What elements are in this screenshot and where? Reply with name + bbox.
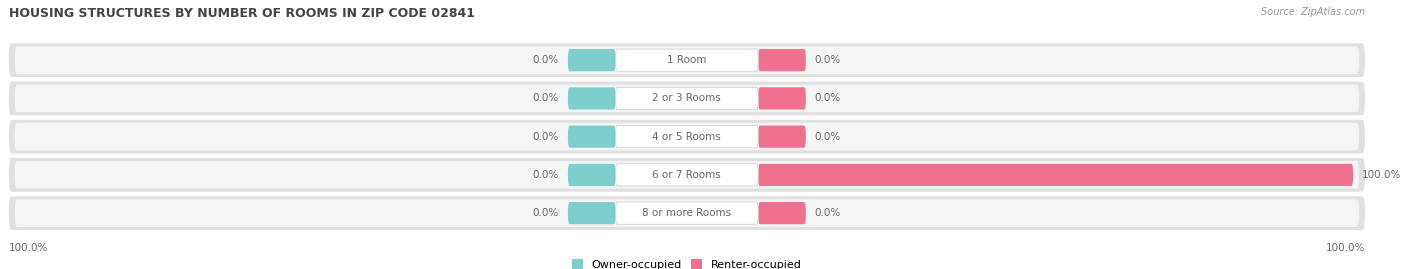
Text: 4 or 5 Rooms: 4 or 5 Rooms	[652, 132, 721, 142]
Legend: Owner-occupied, Renter-occupied: Owner-occupied, Renter-occupied	[572, 259, 801, 269]
Text: 0.0%: 0.0%	[533, 208, 560, 218]
Text: 6 or 7 Rooms: 6 or 7 Rooms	[652, 170, 721, 180]
FancyBboxPatch shape	[758, 126, 806, 148]
FancyBboxPatch shape	[616, 202, 758, 224]
Text: 0.0%: 0.0%	[814, 132, 841, 142]
FancyBboxPatch shape	[616, 164, 758, 186]
FancyBboxPatch shape	[568, 126, 616, 148]
FancyBboxPatch shape	[8, 82, 1365, 115]
FancyBboxPatch shape	[568, 87, 616, 109]
FancyBboxPatch shape	[616, 49, 758, 71]
Text: 0.0%: 0.0%	[814, 55, 841, 65]
Text: 0.0%: 0.0%	[533, 132, 560, 142]
Text: 100.0%: 100.0%	[1326, 243, 1365, 253]
FancyBboxPatch shape	[758, 164, 1353, 186]
FancyBboxPatch shape	[568, 49, 616, 71]
Text: Source: ZipAtlas.com: Source: ZipAtlas.com	[1261, 7, 1365, 17]
FancyBboxPatch shape	[8, 120, 1365, 154]
Text: 1 Room: 1 Room	[668, 55, 707, 65]
Text: 0.0%: 0.0%	[533, 93, 560, 103]
FancyBboxPatch shape	[568, 202, 616, 224]
FancyBboxPatch shape	[14, 161, 1360, 189]
FancyBboxPatch shape	[616, 126, 758, 148]
FancyBboxPatch shape	[616, 87, 758, 109]
FancyBboxPatch shape	[14, 46, 1360, 74]
Text: 100.0%: 100.0%	[1362, 170, 1402, 180]
Text: 0.0%: 0.0%	[814, 93, 841, 103]
Text: HOUSING STRUCTURES BY NUMBER OF ROOMS IN ZIP CODE 02841: HOUSING STRUCTURES BY NUMBER OF ROOMS IN…	[8, 7, 475, 20]
FancyBboxPatch shape	[14, 85, 1360, 112]
Text: 2 or 3 Rooms: 2 or 3 Rooms	[652, 93, 721, 103]
Text: 100.0%: 100.0%	[8, 243, 48, 253]
FancyBboxPatch shape	[758, 87, 806, 109]
FancyBboxPatch shape	[8, 196, 1365, 230]
Text: 0.0%: 0.0%	[814, 208, 841, 218]
FancyBboxPatch shape	[8, 158, 1365, 192]
FancyBboxPatch shape	[758, 202, 806, 224]
FancyBboxPatch shape	[758, 49, 806, 71]
FancyBboxPatch shape	[8, 43, 1365, 77]
Text: 8 or more Rooms: 8 or more Rooms	[643, 208, 731, 218]
FancyBboxPatch shape	[568, 164, 616, 186]
FancyBboxPatch shape	[14, 199, 1360, 227]
Text: 0.0%: 0.0%	[533, 55, 560, 65]
Text: 0.0%: 0.0%	[533, 170, 560, 180]
FancyBboxPatch shape	[14, 123, 1360, 150]
